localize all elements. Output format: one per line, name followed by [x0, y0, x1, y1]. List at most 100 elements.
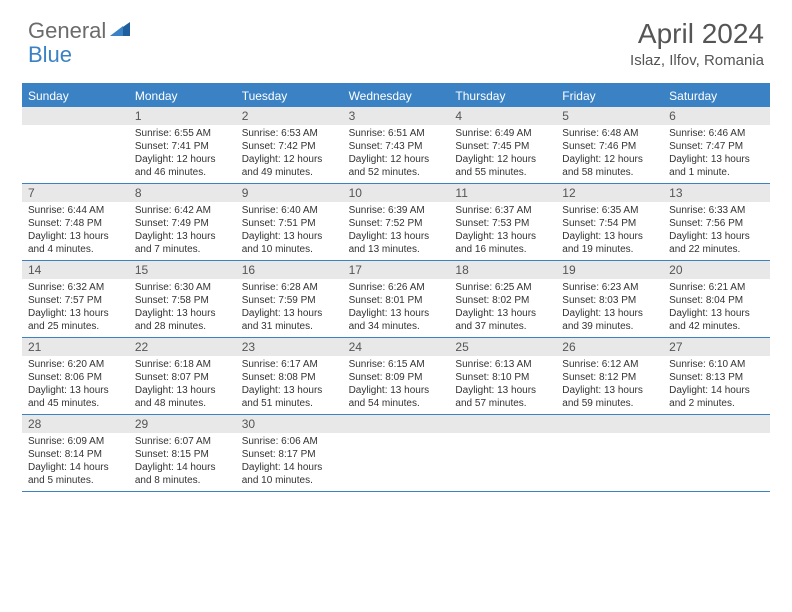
- sunrise-text: Sunrise: 6:12 AM: [562, 358, 657, 371]
- day-body: Sunrise: 6:46 AMSunset: 7:47 PMDaylight:…: [663, 125, 770, 183]
- day-cell: 28Sunrise: 6:09 AMSunset: 8:14 PMDayligh…: [22, 415, 129, 491]
- day-body: Sunrise: 6:48 AMSunset: 7:46 PMDaylight:…: [556, 125, 663, 183]
- day-body: Sunrise: 6:21 AMSunset: 8:04 PMDaylight:…: [663, 279, 770, 337]
- dow-row: SundayMondayTuesdayWednesdayThursdayFrid…: [22, 85, 770, 107]
- day-cell: 30Sunrise: 6:06 AMSunset: 8:17 PMDayligh…: [236, 415, 343, 491]
- week-row: 14Sunrise: 6:32 AMSunset: 7:57 PMDayligh…: [22, 261, 770, 338]
- day-cell: 26Sunrise: 6:12 AMSunset: 8:12 PMDayligh…: [556, 338, 663, 414]
- sunset-text: Sunset: 7:42 PM: [242, 140, 337, 153]
- sunrise-text: Sunrise: 6:48 AM: [562, 127, 657, 140]
- day-body: Sunrise: 6:15 AMSunset: 8:09 PMDaylight:…: [343, 356, 450, 414]
- sunrise-text: Sunrise: 6:20 AM: [28, 358, 123, 371]
- sunset-text: Sunset: 8:01 PM: [349, 294, 444, 307]
- day-cell: 17Sunrise: 6:26 AMSunset: 8:01 PMDayligh…: [343, 261, 450, 337]
- sunrise-text: Sunrise: 6:42 AM: [135, 204, 230, 217]
- sunrise-text: Sunrise: 6:39 AM: [349, 204, 444, 217]
- daylight-text: Daylight: 13 hours and 4 minutes.: [28, 230, 123, 256]
- sunrise-text: Sunrise: 6:23 AM: [562, 281, 657, 294]
- day-cell: [663, 415, 770, 491]
- day-cell: 8Sunrise: 6:42 AMSunset: 7:49 PMDaylight…: [129, 184, 236, 260]
- sunrise-text: Sunrise: 6:06 AM: [242, 435, 337, 448]
- day-cell: 10Sunrise: 6:39 AMSunset: 7:52 PMDayligh…: [343, 184, 450, 260]
- day-cell: 12Sunrise: 6:35 AMSunset: 7:54 PMDayligh…: [556, 184, 663, 260]
- logo-sub: Blue: [28, 42, 72, 68]
- dow-cell: Wednesday: [343, 85, 450, 107]
- sunset-text: Sunset: 7:46 PM: [562, 140, 657, 153]
- day-number: 4: [449, 107, 556, 125]
- sunset-text: Sunset: 7:59 PM: [242, 294, 337, 307]
- sunset-text: Sunset: 7:58 PM: [135, 294, 230, 307]
- day-number: [22, 107, 129, 125]
- sunrise-text: Sunrise: 6:40 AM: [242, 204, 337, 217]
- daylight-text: Daylight: 13 hours and 28 minutes.: [135, 307, 230, 333]
- day-body: Sunrise: 6:39 AMSunset: 7:52 PMDaylight:…: [343, 202, 450, 260]
- dow-cell: Thursday: [449, 85, 556, 107]
- day-body: Sunrise: 6:09 AMSunset: 8:14 PMDaylight:…: [22, 433, 129, 491]
- sunrise-text: Sunrise: 6:21 AM: [669, 281, 764, 294]
- sunrise-text: Sunrise: 6:17 AM: [242, 358, 337, 371]
- daylight-text: Daylight: 13 hours and 19 minutes.: [562, 230, 657, 256]
- day-number: 10: [343, 184, 450, 202]
- month-title: April 2024: [630, 18, 764, 50]
- day-cell: 7Sunrise: 6:44 AMSunset: 7:48 PMDaylight…: [22, 184, 129, 260]
- sunset-text: Sunset: 7:56 PM: [669, 217, 764, 230]
- sunset-text: Sunset: 7:47 PM: [669, 140, 764, 153]
- logo: General: [28, 18, 132, 44]
- dow-cell: Monday: [129, 85, 236, 107]
- day-number: [556, 415, 663, 433]
- day-number: 20: [663, 261, 770, 279]
- day-cell: 21Sunrise: 6:20 AMSunset: 8:06 PMDayligh…: [22, 338, 129, 414]
- sunrise-text: Sunrise: 6:32 AM: [28, 281, 123, 294]
- daylight-text: Daylight: 13 hours and 25 minutes.: [28, 307, 123, 333]
- day-cell: 23Sunrise: 6:17 AMSunset: 8:08 PMDayligh…: [236, 338, 343, 414]
- sunset-text: Sunset: 8:12 PM: [562, 371, 657, 384]
- sunset-text: Sunset: 7:43 PM: [349, 140, 444, 153]
- daylight-text: Daylight: 13 hours and 57 minutes.: [455, 384, 550, 410]
- daylight-text: Daylight: 13 hours and 54 minutes.: [349, 384, 444, 410]
- day-number: 6: [663, 107, 770, 125]
- day-cell: 4Sunrise: 6:49 AMSunset: 7:45 PMDaylight…: [449, 107, 556, 183]
- day-number: 25: [449, 338, 556, 356]
- sunrise-text: Sunrise: 6:09 AM: [28, 435, 123, 448]
- day-body: Sunrise: 6:06 AMSunset: 8:17 PMDaylight:…: [236, 433, 343, 491]
- sunrise-text: Sunrise: 6:30 AM: [135, 281, 230, 294]
- day-number: 12: [556, 184, 663, 202]
- day-cell: [449, 415, 556, 491]
- sunrise-text: Sunrise: 6:35 AM: [562, 204, 657, 217]
- sunset-text: Sunset: 7:53 PM: [455, 217, 550, 230]
- day-body: Sunrise: 6:51 AMSunset: 7:43 PMDaylight:…: [343, 125, 450, 183]
- day-body: Sunrise: 6:44 AMSunset: 7:48 PMDaylight:…: [22, 202, 129, 260]
- sunrise-text: Sunrise: 6:25 AM: [455, 281, 550, 294]
- day-cell: 5Sunrise: 6:48 AMSunset: 7:46 PMDaylight…: [556, 107, 663, 183]
- daylight-text: Daylight: 13 hours and 37 minutes.: [455, 307, 550, 333]
- sunset-text: Sunset: 8:08 PM: [242, 371, 337, 384]
- day-body: Sunrise: 6:32 AMSunset: 7:57 PMDaylight:…: [22, 279, 129, 337]
- sunset-text: Sunset: 7:48 PM: [28, 217, 123, 230]
- sunrise-text: Sunrise: 6:49 AM: [455, 127, 550, 140]
- day-body: Sunrise: 6:26 AMSunset: 8:01 PMDaylight:…: [343, 279, 450, 337]
- daylight-text: Daylight: 13 hours and 34 minutes.: [349, 307, 444, 333]
- dow-cell: Saturday: [663, 85, 770, 107]
- day-cell: 29Sunrise: 6:07 AMSunset: 8:15 PMDayligh…: [129, 415, 236, 491]
- daylight-text: Daylight: 13 hours and 45 minutes.: [28, 384, 123, 410]
- daylight-text: Daylight: 14 hours and 10 minutes.: [242, 461, 337, 487]
- day-cell: 27Sunrise: 6:10 AMSunset: 8:13 PMDayligh…: [663, 338, 770, 414]
- daylight-text: Daylight: 14 hours and 5 minutes.: [28, 461, 123, 487]
- day-body: Sunrise: 6:17 AMSunset: 8:08 PMDaylight:…: [236, 356, 343, 414]
- day-number: [343, 415, 450, 433]
- day-body: Sunrise: 6:33 AMSunset: 7:56 PMDaylight:…: [663, 202, 770, 260]
- sunrise-text: Sunrise: 6:33 AM: [669, 204, 764, 217]
- sunset-text: Sunset: 7:57 PM: [28, 294, 123, 307]
- sunset-text: Sunset: 8:06 PM: [28, 371, 123, 384]
- day-number: 19: [556, 261, 663, 279]
- day-number: 17: [343, 261, 450, 279]
- sunset-text: Sunset: 8:10 PM: [455, 371, 550, 384]
- daylight-text: Daylight: 12 hours and 46 minutes.: [135, 153, 230, 179]
- day-body: Sunrise: 6:37 AMSunset: 7:53 PMDaylight:…: [449, 202, 556, 260]
- sunrise-text: Sunrise: 6:18 AM: [135, 358, 230, 371]
- day-number: 27: [663, 338, 770, 356]
- day-body: Sunrise: 6:40 AMSunset: 7:51 PMDaylight:…: [236, 202, 343, 260]
- daylight-text: Daylight: 13 hours and 48 minutes.: [135, 384, 230, 410]
- daylight-text: Daylight: 12 hours and 52 minutes.: [349, 153, 444, 179]
- sunset-text: Sunset: 7:51 PM: [242, 217, 337, 230]
